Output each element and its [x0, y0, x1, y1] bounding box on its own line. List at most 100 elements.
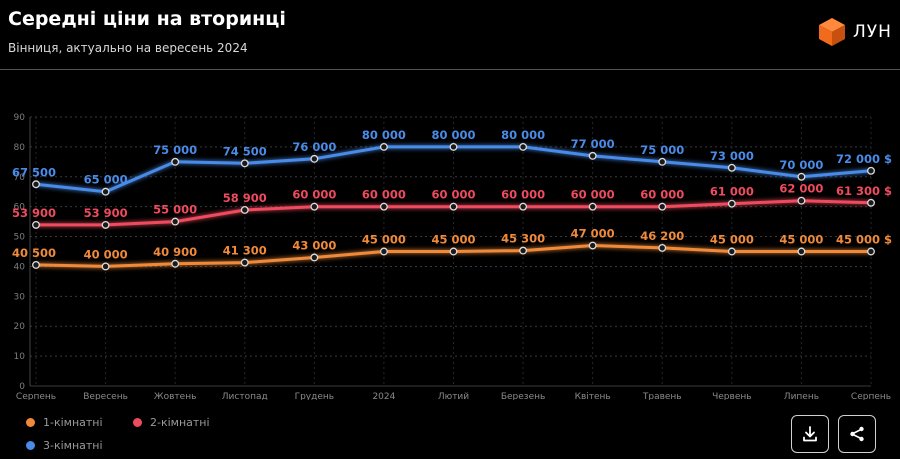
data-point — [519, 142, 528, 151]
data-label: 80 000 — [431, 128, 475, 142]
data-label: 45 300 — [501, 232, 545, 246]
data-label: 75 000 — [640, 143, 684, 157]
x-tick-label: Травень — [642, 392, 682, 400]
data-point — [867, 166, 875, 175]
data-point — [379, 202, 388, 211]
data-label: 70 000 — [779, 158, 823, 172]
data-label: 65 000 — [84, 173, 128, 187]
legend-item-3-room[interactable]: 3-кімнатні — [26, 439, 103, 452]
x-tick-label: Серпень — [851, 392, 891, 400]
data-label: 72 000 $ — [836, 152, 892, 166]
data-point — [867, 198, 875, 207]
data-label: 45 000 — [710, 233, 754, 247]
data-label: 76 000 — [292, 140, 336, 154]
data-point — [727, 199, 736, 208]
logo-text: ЛУН — [853, 22, 892, 42]
x-tick-label: Липень — [784, 392, 819, 400]
data-point — [32, 180, 40, 189]
legend-dot-2-room — [133, 418, 142, 427]
data-point — [588, 151, 597, 160]
data-label: 60 000 — [501, 188, 545, 202]
data-label: 67 500 — [12, 165, 56, 179]
y-tick-label: 50 — [14, 233, 26, 243]
y-tick-label: 40 — [14, 262, 26, 272]
data-label: 45 000 — [779, 233, 823, 247]
data-point — [379, 247, 388, 256]
y-tick-label: 70 — [14, 173, 26, 183]
data-point — [379, 142, 388, 151]
data-point — [519, 202, 528, 211]
data-point — [588, 241, 597, 250]
data-label: 73 000 — [710, 149, 754, 163]
data-label: 61 000 — [710, 185, 754, 199]
x-tick-label: Червень — [712, 392, 751, 400]
data-label: 41 300 — [223, 244, 267, 258]
lun-logo[interactable]: ЛУН — [817, 16, 892, 48]
y-tick-label: 0 — [19, 382, 25, 392]
data-point — [449, 202, 458, 211]
data-label: 60 000 — [571, 188, 615, 202]
data-label: 60 000 — [640, 188, 684, 202]
header-divider — [0, 69, 900, 70]
download-button[interactable] — [791, 415, 829, 453]
data-point — [240, 258, 249, 267]
data-label: 61 300 $ — [836, 184, 892, 198]
x-tick-label: Жовтень — [154, 392, 196, 400]
data-point — [519, 246, 528, 255]
data-point — [310, 253, 319, 262]
data-point — [658, 157, 667, 166]
y-tick-label: 80 — [14, 143, 26, 153]
data-point — [658, 202, 667, 211]
data-point — [101, 187, 110, 196]
data-label: 45 000 — [362, 233, 406, 247]
x-tick-label: Серпень — [16, 392, 56, 400]
data-label: 45 000 — [431, 233, 475, 247]
data-label: 40 900 — [153, 245, 197, 259]
legend-label-3-room: 3-кімнатні — [43, 439, 103, 452]
data-point — [310, 202, 319, 211]
data-point — [797, 196, 806, 205]
data-label: 60 000 — [362, 188, 406, 202]
download-icon — [803, 426, 817, 442]
legend-label-2-room: 2-кімнатні — [150, 416, 210, 429]
data-label: 75 000 — [153, 143, 197, 157]
y-tick-label: 20 — [14, 322, 26, 332]
y-tick-label: 10 — [14, 352, 26, 362]
legend-item-1-room[interactable]: 1-кімнатні — [26, 416, 103, 429]
data-point — [32, 220, 40, 229]
legend-dot-3-room — [26, 441, 35, 450]
y-tick-label: 30 — [14, 292, 26, 302]
data-point — [240, 159, 249, 168]
data-label: 55 000 — [153, 203, 197, 217]
data-point — [171, 217, 180, 226]
data-point — [797, 172, 806, 181]
data-point — [658, 243, 667, 252]
x-tick-label: Березень — [501, 392, 545, 400]
data-point — [171, 157, 180, 166]
data-label: 60 000 — [292, 188, 336, 202]
data-label: 77 000 — [571, 137, 615, 151]
data-point — [171, 259, 180, 268]
data-point — [797, 247, 806, 256]
data-label: 60 000 — [431, 188, 475, 202]
share-icon — [850, 426, 864, 442]
data-point — [240, 206, 249, 214]
data-point — [32, 261, 40, 269]
legend-dot-1-room — [26, 418, 35, 427]
page-subtitle: Вінниця, актуально на вересень 2024 — [8, 41, 248, 55]
share-button[interactable] — [838, 415, 876, 453]
data-label: 46 200 — [640, 229, 684, 243]
y-tick-label: 90 — [14, 113, 26, 123]
data-label: 40 500 — [12, 246, 56, 260]
data-label: 47 000 — [571, 227, 615, 241]
legend-item-2-room[interactable]: 2-кімнатні — [133, 416, 210, 429]
price-line-chart: 0 10 20 30 40 50 60 70 80 90 Серпень Вересень Жовтен… — [12, 113, 892, 400]
legend-label-1-room: 1-кімнатні — [43, 416, 103, 429]
data-point — [588, 202, 597, 211]
y-tick-label: 60 — [14, 203, 26, 213]
data-label: 45 000 $ — [836, 233, 892, 247]
data-point — [449, 247, 458, 256]
data-label: 74 500 — [223, 144, 267, 158]
data-label: 80 000 — [362, 128, 406, 142]
data-point — [101, 220, 110, 229]
